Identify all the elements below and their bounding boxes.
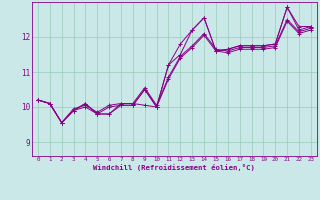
X-axis label: Windchill (Refroidissement éolien,°C): Windchill (Refroidissement éolien,°C) <box>93 164 255 171</box>
